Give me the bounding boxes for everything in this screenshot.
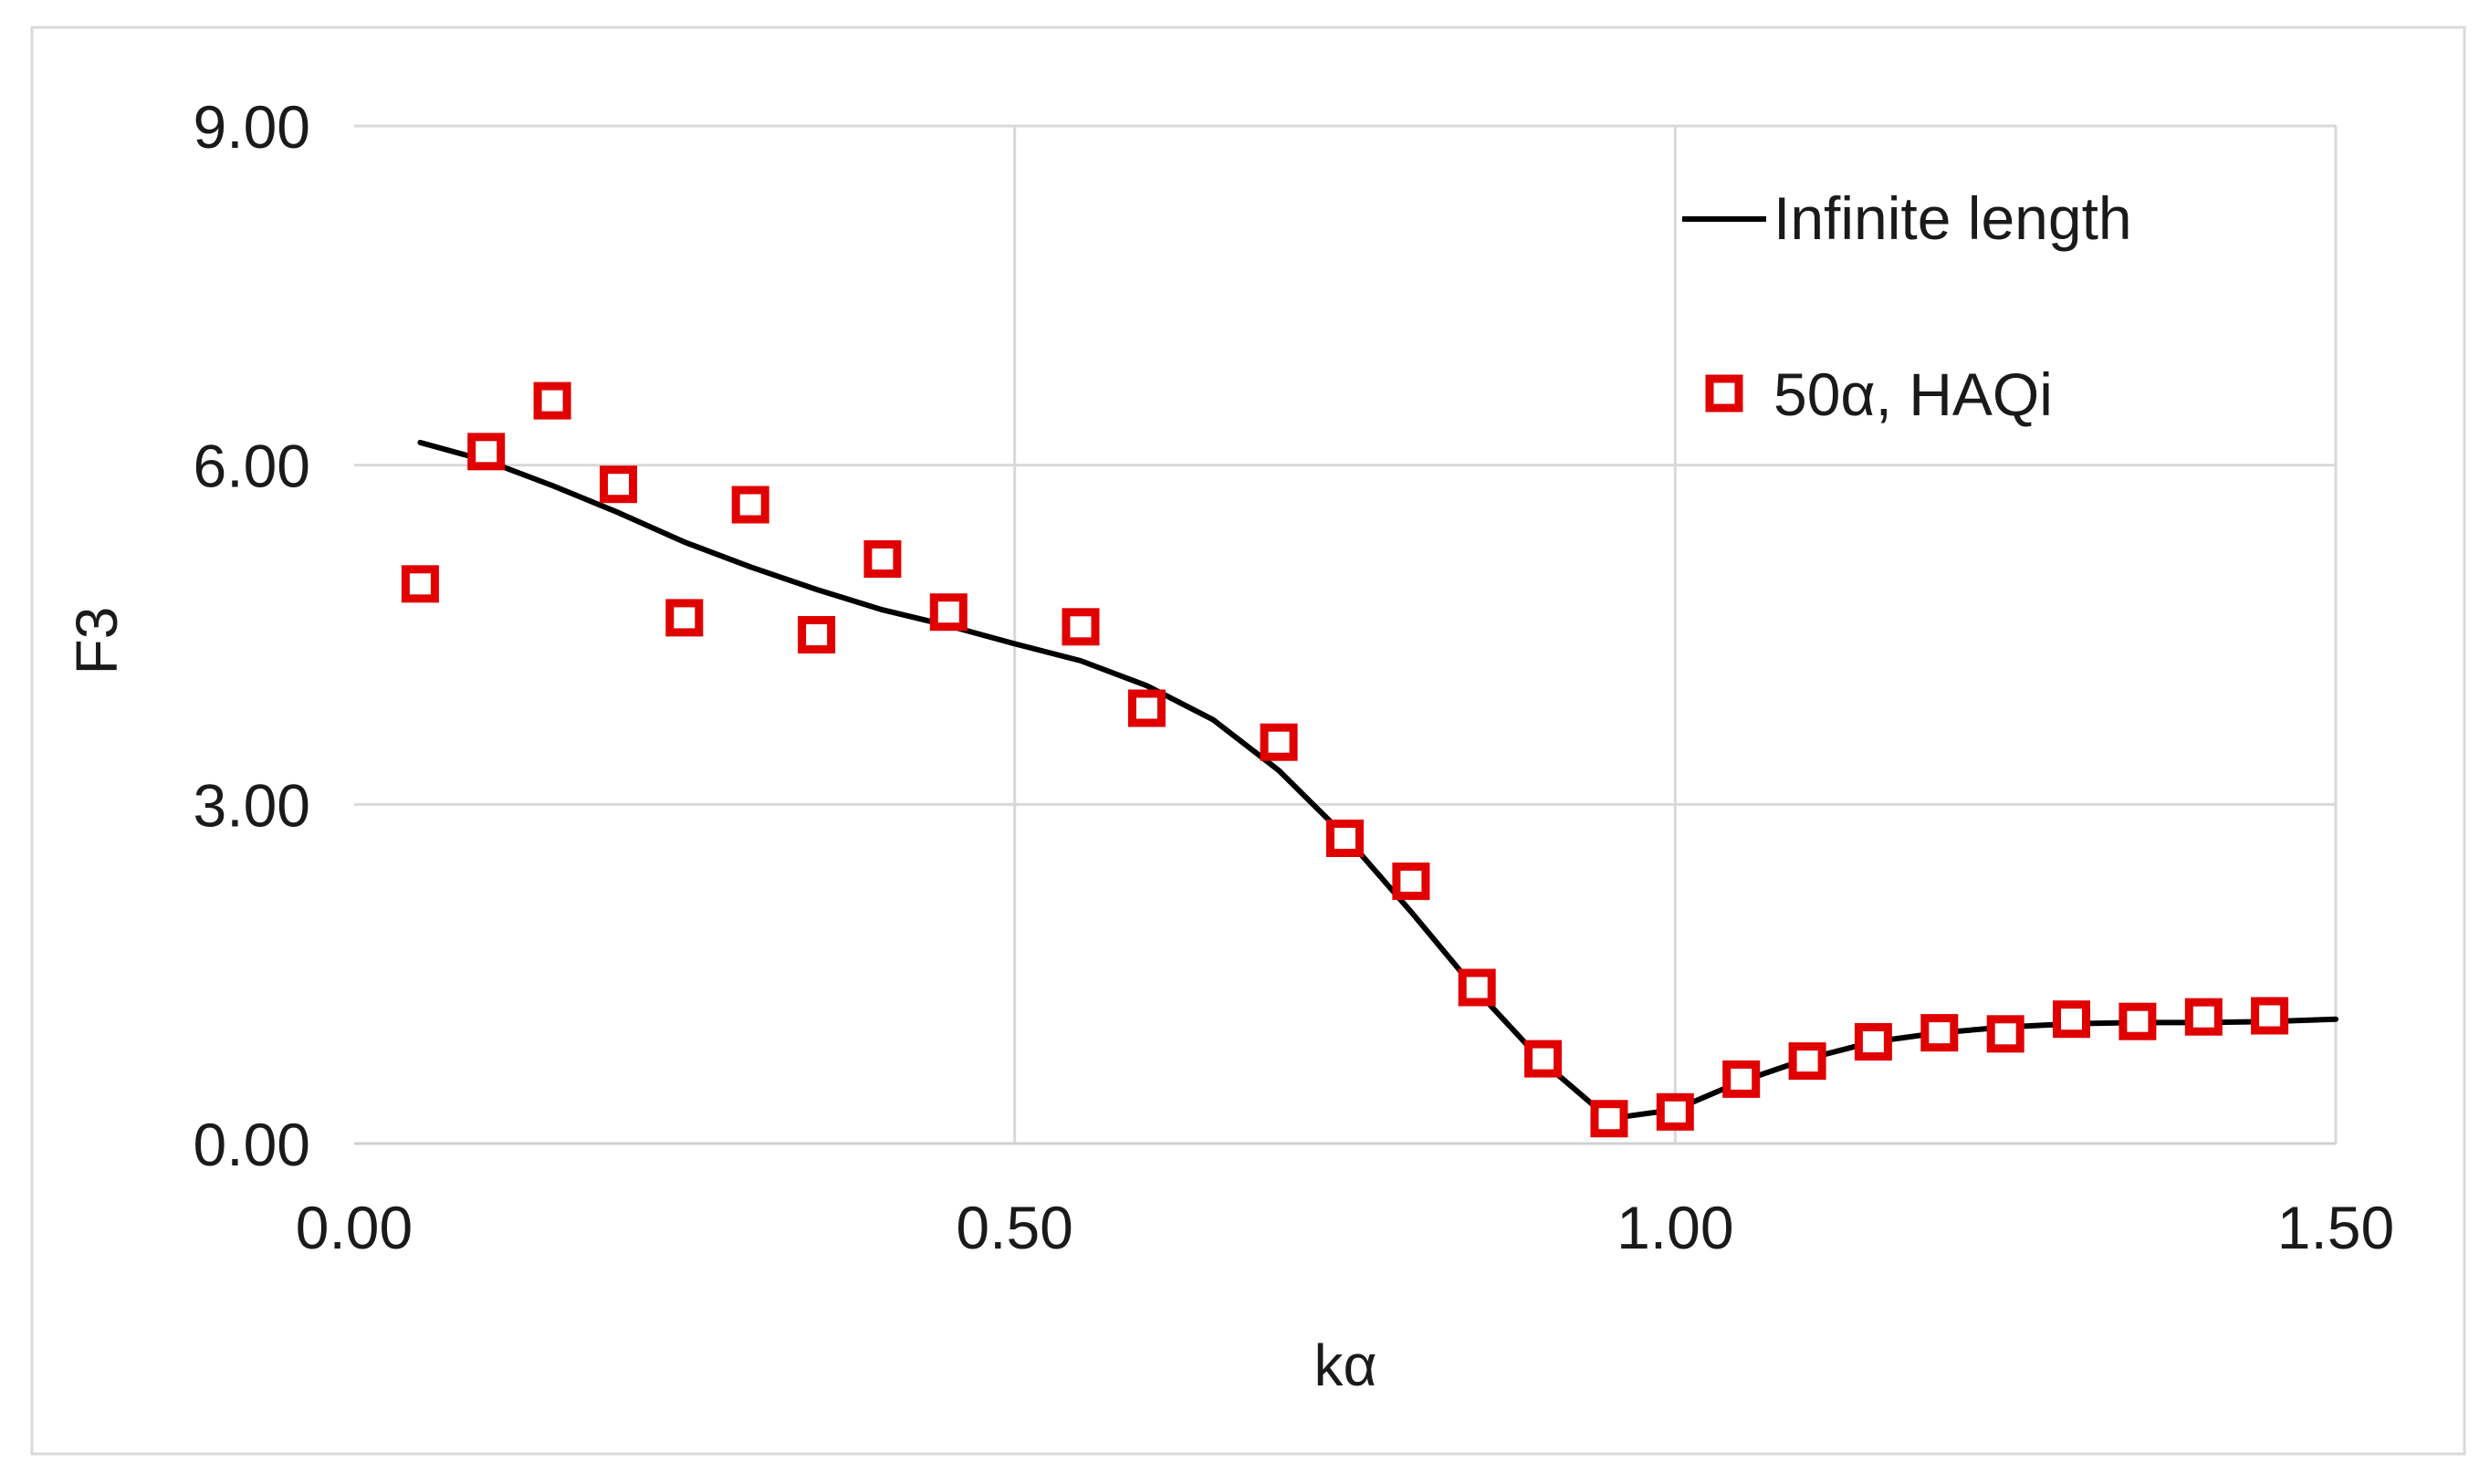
data-point-haqi xyxy=(1392,862,1430,901)
data-point-haqi xyxy=(2251,997,2289,1035)
data-point-haqi xyxy=(1920,1014,1959,1052)
data-point-haqi xyxy=(665,599,704,637)
x-axis-title: kα xyxy=(1314,1332,1377,1398)
gridlines xyxy=(354,124,2338,1144)
legend-label-50a-haqi: 50α, HAQi xyxy=(1773,361,2053,428)
x-tick-label: 0.50 xyxy=(956,1194,1072,1261)
x-tick-labels: 0.00 0.50 1.00 1.50 xyxy=(296,1194,2394,1261)
data-point-haqi xyxy=(1260,723,1298,761)
x-tick-label: 1.00 xyxy=(1616,1194,1733,1261)
legend-marker-swatch xyxy=(1705,374,1743,413)
y-tick-label: 3.00 xyxy=(194,771,310,839)
data-point-haqi xyxy=(2184,998,2223,1036)
data-point-haqi xyxy=(2119,1002,2157,1040)
data-point-haqi xyxy=(1326,820,1364,857)
legend: Infinite length 50α, HAQi xyxy=(1682,184,2132,428)
data-point-haqi xyxy=(2053,1000,2090,1039)
data-point-haqi xyxy=(1722,1060,1761,1098)
data-point-haqi xyxy=(1590,1100,1628,1138)
data-point-haqi xyxy=(467,433,506,471)
data-point-haqi xyxy=(798,616,836,653)
data-point-haqi xyxy=(401,565,439,603)
legend-label-infinite-length: Infinite length xyxy=(1773,184,2132,252)
data-point-haqi xyxy=(1788,1042,1826,1081)
data-point-haqi xyxy=(1458,968,1496,1007)
y-tick-label: 0.00 xyxy=(194,1111,310,1178)
data-point-haqi xyxy=(1062,608,1100,646)
data-point-haqi xyxy=(1986,1015,2024,1053)
data-point-haqi xyxy=(929,593,968,632)
data-point-haqi xyxy=(1524,1040,1563,1078)
data-point-haqi xyxy=(1656,1092,1694,1131)
y-tick-label: 9.00 xyxy=(194,93,310,161)
y-tick-label: 6.00 xyxy=(194,433,310,500)
x-tick-label: 1.50 xyxy=(2277,1194,2394,1261)
x-tick-label: 0.00 xyxy=(296,1194,413,1261)
y-tick-labels: 0.00 3.00 6.00 9.00 xyxy=(194,93,310,1178)
y-axis-title: F3 xyxy=(64,607,130,675)
data-point-haqi xyxy=(863,540,902,578)
chart-border xyxy=(30,26,2466,1456)
data-point-haqi xyxy=(600,465,637,504)
data-point-haqi xyxy=(731,486,769,524)
data-point-haqi xyxy=(533,381,571,420)
series-layer xyxy=(401,381,2338,1138)
data-point-haqi xyxy=(1854,1023,1892,1061)
data-point-haqi xyxy=(1127,689,1166,727)
